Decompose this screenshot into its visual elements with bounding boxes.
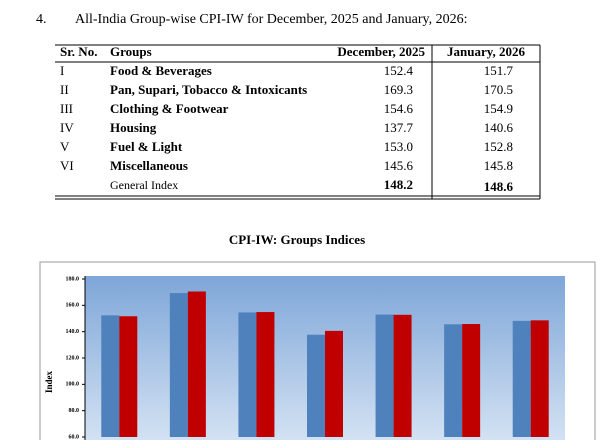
y-tick-label: 160.0 <box>66 303 80 309</box>
bar <box>375 314 394 437</box>
bar <box>307 334 325 437</box>
total-value: 148.2 <box>384 177 413 192</box>
table-cell: 151.7 <box>484 63 514 78</box>
y-tick-label: 60.0 <box>69 434 80 440</box>
table-cell: IV <box>60 120 74 135</box>
table-cell: 145.6 <box>384 158 414 173</box>
column-header: Groups <box>110 44 152 59</box>
table-cell: 140.6 <box>484 120 514 135</box>
bar <box>462 324 481 437</box>
bar <box>169 293 188 437</box>
heading-text: All-India Group-wise CPI-IW for December… <box>75 12 468 27</box>
chart-title: CPI-IW: Groups Indices <box>229 232 365 247</box>
table-cell: VI <box>60 158 74 173</box>
bar <box>530 320 549 437</box>
table-cell: 152.4 <box>384 63 414 78</box>
y-tick-label: 100.0 <box>66 382 80 388</box>
table-cell: 169.3 <box>384 82 413 97</box>
table-cell: 153.0 <box>384 139 413 154</box>
column-header: December, 2025 <box>337 44 425 59</box>
table-cell: Miscellaneous <box>110 158 188 173</box>
y-tick-label: 80.0 <box>69 408 80 414</box>
bar <box>512 320 531 437</box>
table-cell: V <box>60 139 70 154</box>
y-tick-label: 180.0 <box>66 276 80 282</box>
y-tick-label: 120.0 <box>66 355 80 361</box>
table-cell: Food & Beverages <box>110 63 212 78</box>
table-cell: Pan, Supari, Tobacco & Intoxicants <box>110 82 307 97</box>
table-cell: Clothing & Footwear <box>110 101 229 116</box>
bar <box>119 316 138 437</box>
table-cell: II <box>60 82 69 97</box>
bar <box>444 324 463 437</box>
bar <box>187 291 206 437</box>
total-value: 148.6 <box>484 179 514 194</box>
table-cell: 137.7 <box>384 120 414 135</box>
table-cell: 154.9 <box>484 101 513 116</box>
bar <box>393 314 412 437</box>
y-tick-label: 140.0 <box>66 329 80 335</box>
table-cell: 154.6 <box>384 101 414 116</box>
bar <box>238 312 257 437</box>
table-cell: I <box>60 63 64 78</box>
bar <box>256 312 275 437</box>
table-cell: Housing <box>110 120 157 135</box>
chart-frame <box>39 261 596 440</box>
table: Sr. No. Groups December, 2025 January, 2026… <box>55 44 541 200</box>
table-cell: 152.8 <box>484 139 513 154</box>
table-cell: 145.8 <box>484 158 513 173</box>
column-header: January, 2026 <box>447 44 526 59</box>
table-cell: 170.5 <box>484 82 513 97</box>
column-header: Sr. No. <box>60 44 97 59</box>
bar <box>101 315 120 437</box>
bar <box>325 330 343 437</box>
heading-number: 4. <box>36 12 47 27</box>
y-axis-label: Index <box>44 371 54 394</box>
table-cell: III <box>60 101 73 116</box>
total-label: General Index <box>110 178 178 192</box>
table-cell: Fuel & Light <box>110 139 183 154</box>
